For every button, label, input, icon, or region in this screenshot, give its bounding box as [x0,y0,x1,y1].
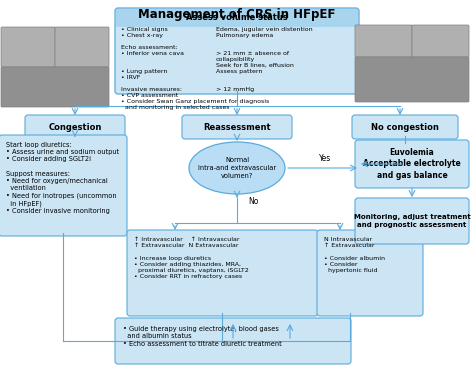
Text: Normal
intra-and extravascular
volumen?: Normal intra-and extravascular volumen? [198,157,276,179]
FancyBboxPatch shape [355,25,412,57]
FancyBboxPatch shape [355,57,469,102]
Text: No: No [248,197,258,206]
FancyBboxPatch shape [352,115,458,139]
Text: No congestion: No congestion [371,123,439,131]
Text: Yes: Yes [319,154,331,163]
FancyBboxPatch shape [55,27,109,67]
FancyBboxPatch shape [115,318,351,364]
FancyBboxPatch shape [127,230,318,316]
FancyBboxPatch shape [0,135,127,236]
FancyBboxPatch shape [355,198,469,244]
Text: Monitoring, adjust treatment
and prognostic assessment: Monitoring, adjust treatment and prognos… [354,214,470,228]
FancyBboxPatch shape [1,67,109,107]
Text: Congestion: Congestion [48,123,102,131]
FancyBboxPatch shape [116,9,358,27]
Text: • Clinical signs
• Chest x-ray

Echo assessment:
• Inferior vena cava


• Lung p: • Clinical signs • Chest x-ray Echo asse… [121,27,269,110]
FancyBboxPatch shape [355,140,469,188]
Text: Euvolemia
Acceptable electrolyte
and gas balance: Euvolemia Acceptable electrolyte and gas… [363,149,461,179]
FancyBboxPatch shape [115,8,359,94]
Text: N Intravascular
↑ Extravascular

• Consider albumin
• Consider
  hypertonic flui: N Intravascular ↑ Extravascular • Consid… [324,237,385,273]
FancyBboxPatch shape [1,27,55,67]
Text: Assess volume status: Assess volume status [186,13,288,22]
FancyBboxPatch shape [317,230,423,316]
Text: Edema, jugular vein distention
Pulmonary edema


> 21 mm ± absence of
collapsibi: Edema, jugular vein distention Pulmonary… [216,27,313,92]
Text: Reassessment: Reassessment [203,123,271,131]
FancyBboxPatch shape [412,25,469,57]
Text: ↑ Intravascular    ↑ Intravascular
↑ Extravascular  N Extravascular

• Increase : ↑ Intravascular ↑ Intravascular ↑ Extrav… [134,237,249,279]
FancyBboxPatch shape [182,115,292,139]
FancyBboxPatch shape [25,115,125,139]
Text: Management of CRS in HFpEF: Management of CRS in HFpEF [138,8,336,21]
Ellipse shape [189,142,285,194]
Text: Start loop diuretics:
• Assess urine and sodium output
• Consider adding SGLT2i
: Start loop diuretics: • Assess urine and… [6,142,119,214]
Text: • Guide therapy using electrolyte, blood gases
  and albumin status
• Echo asses: • Guide therapy using electrolyte, blood… [123,326,282,347]
